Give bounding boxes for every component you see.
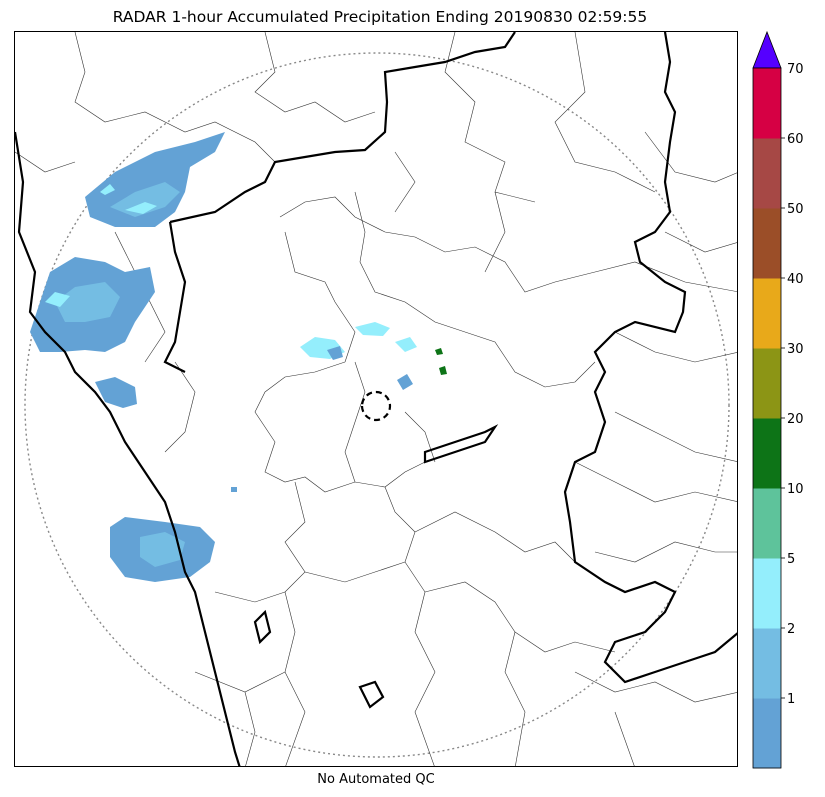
colorbar-top-label: 70 xyxy=(787,62,804,77)
rain-cell xyxy=(95,377,137,408)
colorbar-tick-label: 20 xyxy=(787,412,804,427)
colorbar-tick-label: 1 xyxy=(787,692,795,707)
rain-cell xyxy=(231,487,237,492)
colorbar-band xyxy=(753,348,781,419)
rain-cell xyxy=(125,202,157,214)
colorbar-tick-label: 40 xyxy=(787,272,804,287)
rain-cell xyxy=(55,282,120,322)
colorbar-tick-label: 2 xyxy=(787,622,795,637)
colorbar-band xyxy=(753,418,781,489)
radar-range-ring xyxy=(24,52,730,758)
colorbar-band xyxy=(753,698,781,769)
rain-cell xyxy=(397,374,413,390)
colorbar-tick-label: 10 xyxy=(787,482,804,497)
rain-cell xyxy=(395,337,417,352)
colorbar-band xyxy=(753,628,781,699)
radar-map xyxy=(14,31,738,767)
chart-title: RADAR 1-hour Accumulated Precipitation E… xyxy=(112,8,648,26)
colorbar-band xyxy=(753,558,781,629)
state-boundaries xyxy=(15,32,737,766)
colorbar-tick-label: 5 xyxy=(787,552,795,567)
map-canvas xyxy=(15,32,737,766)
colorbar-band xyxy=(753,278,781,349)
colorbar-tick-label: 60 xyxy=(787,132,804,147)
colorbar-band xyxy=(753,68,781,139)
precip-echoes xyxy=(30,132,447,582)
colorbar-tick-label: 30 xyxy=(787,342,804,357)
rain-cell xyxy=(439,366,447,375)
colorbar-extend-arrow xyxy=(752,30,782,69)
rain-cell xyxy=(100,184,115,195)
rain-cell xyxy=(110,182,180,217)
radar-site-marker xyxy=(360,390,392,422)
colorbar-canvas: 1 2 5 10 20 30 40 50 60 70 xyxy=(752,30,804,769)
rain-cell xyxy=(435,348,443,355)
colorbar-band xyxy=(753,208,781,279)
rain-cell xyxy=(85,132,225,227)
colorbar-tick-label: 50 xyxy=(787,202,804,217)
colorbar: 1 2 5 10 20 30 40 50 60 70 xyxy=(745,30,825,770)
rain-cell xyxy=(327,346,343,360)
colorbar-band xyxy=(753,488,781,559)
rain-cell xyxy=(45,292,70,307)
qc-status-label: No Automated QC xyxy=(317,772,435,787)
rain-cell xyxy=(355,322,390,336)
district-boundaries xyxy=(15,32,737,766)
colorbar-band xyxy=(753,138,781,209)
rain-cell xyxy=(140,532,185,567)
